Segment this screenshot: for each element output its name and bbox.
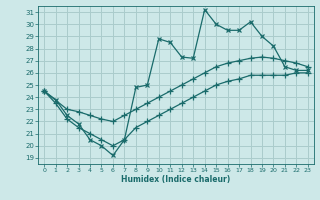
X-axis label: Humidex (Indice chaleur): Humidex (Indice chaleur) xyxy=(121,175,231,184)
